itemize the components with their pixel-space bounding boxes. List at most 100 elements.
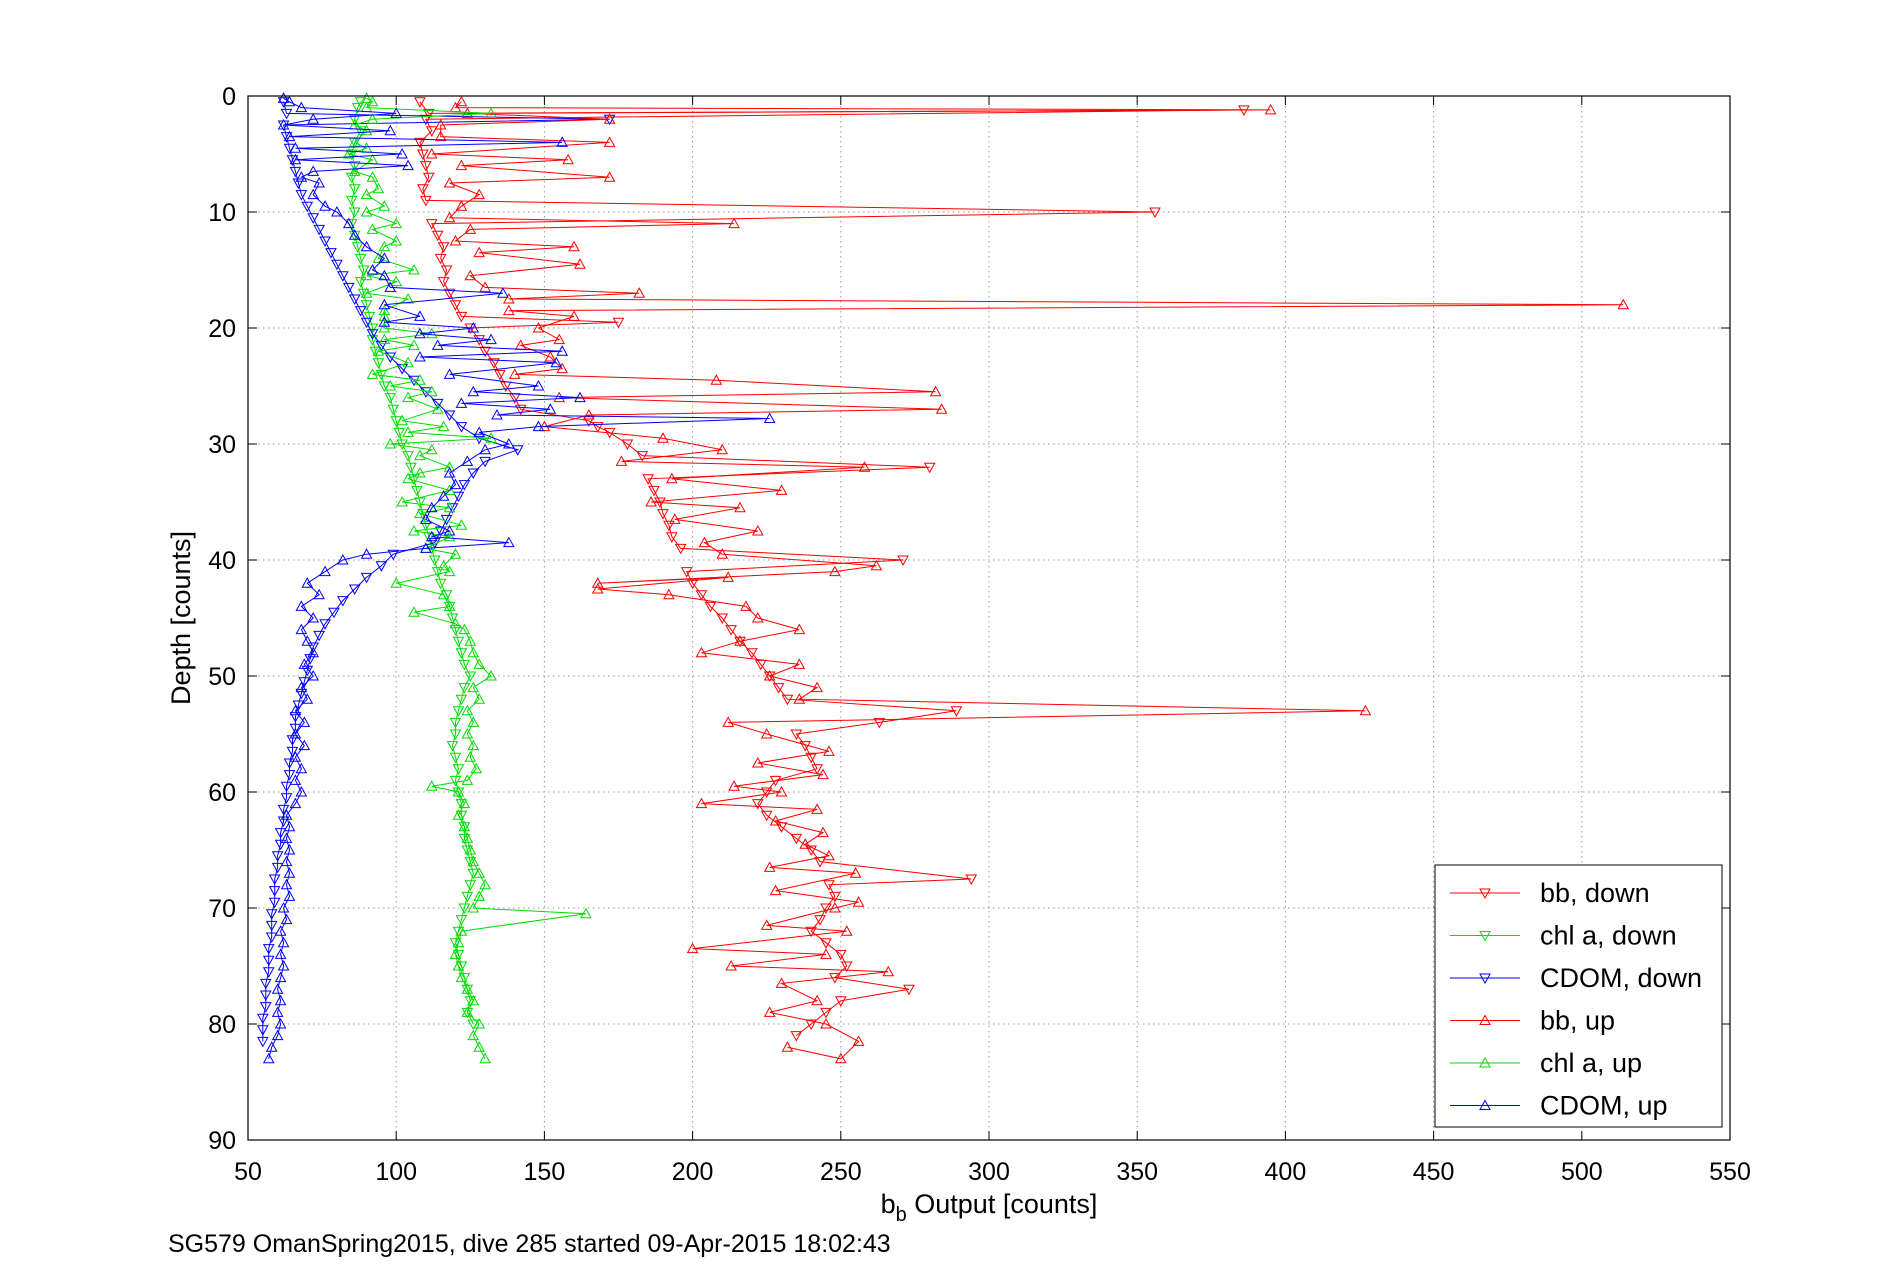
data-point: [298, 658, 311, 669]
data-point: [591, 577, 604, 588]
legend-box: [1434, 864, 1723, 1128]
data-point: [262, 955, 275, 967]
data-point: [511, 445, 524, 456]
data-point: [829, 891, 841, 903]
data-point: [301, 693, 314, 704]
data-point: [467, 739, 480, 751]
data-point: [452, 491, 465, 503]
data-point: [283, 770, 296, 781]
data-point: [728, 217, 740, 229]
data-point: [443, 410, 456, 422]
data-point: [751, 611, 764, 623]
data-point: [452, 936, 465, 948]
data-point: [799, 741, 812, 752]
data-point: [280, 832, 293, 843]
data-point: [434, 118, 447, 130]
data-point: [414, 97, 426, 108]
data-point: [419, 520, 432, 532]
data-point: [763, 861, 776, 872]
data-point: [283, 95, 296, 107]
series-layer: [256, 92, 1630, 1064]
data-point: [716, 443, 729, 455]
data-point: [491, 408, 503, 420]
data-point: [790, 833, 803, 845]
data-point: [280, 809, 293, 820]
data-point: [366, 113, 379, 124]
data-point: [434, 578, 447, 590]
data-point: [414, 137, 426, 149]
data-point: [695, 590, 708, 601]
data-point: [280, 913, 293, 925]
data-point: [384, 281, 397, 292]
data-point: [390, 275, 403, 287]
legend-marker: [1479, 1056, 1491, 1068]
data-point: [443, 600, 456, 611]
data-point: [378, 310, 391, 321]
data-point: [834, 1052, 847, 1064]
data-point: [422, 172, 435, 184]
data-point: [449, 717, 462, 729]
data-point: [414, 327, 426, 339]
data-point: [834, 949, 847, 961]
data-point: [431, 230, 444, 242]
data-point: [360, 92, 373, 103]
data-point: [378, 333, 391, 345]
data-point: [464, 751, 477, 762]
data-point: [437, 588, 450, 600]
data-point: [461, 1006, 474, 1017]
data-point: [283, 890, 296, 901]
data-point: [277, 804, 290, 816]
data-point: [544, 350, 557, 362]
data-point: [378, 240, 391, 252]
data-point: [769, 814, 782, 826]
data-point: [425, 501, 438, 513]
data-point: [425, 219, 438, 230]
data-point: [769, 884, 782, 896]
data-point: [342, 282, 355, 294]
data-point: [449, 617, 462, 629]
data-point: [458, 480, 471, 491]
data-point: [375, 340, 388, 352]
data-point: [704, 601, 717, 613]
data-point: [858, 461, 871, 472]
data-point: [417, 184, 429, 195]
data-point: [461, 455, 474, 466]
data-point: [805, 845, 818, 857]
x-tick-label: 500: [1561, 1158, 1603, 1186]
data-point: [443, 176, 456, 188]
data-point: [751, 799, 764, 810]
data-point: [443, 484, 456, 495]
y-tick-label: 40: [208, 547, 236, 575]
data-point: [467, 855, 480, 867]
data-point: [754, 659, 767, 671]
data-point: [666, 532, 678, 543]
data-point: [497, 287, 509, 298]
data-point: [390, 107, 403, 118]
data-point: [375, 561, 388, 572]
data-point: [319, 619, 331, 630]
data-point: [360, 188, 373, 200]
data-point: [452, 706, 465, 717]
data-point: [452, 636, 465, 648]
data-point: [464, 269, 477, 281]
data-point: [583, 408, 595, 420]
data-point: [259, 978, 272, 990]
data-point: [458, 683, 471, 694]
data-point: [648, 485, 660, 497]
data-point: [443, 501, 456, 513]
data-point: [823, 880, 835, 891]
data-point: [1359, 704, 1372, 716]
data-point: [455, 915, 468, 926]
data-point: [425, 147, 438, 159]
data-point: [268, 897, 281, 909]
data-point: [793, 623, 806, 635]
data-point: [414, 466, 426, 478]
data-point: [455, 648, 468, 659]
data-point: [348, 294, 361, 306]
data-point: [265, 909, 278, 920]
data-point: [402, 356, 414, 368]
data-point: [265, 1041, 278, 1052]
data-point: [488, 358, 500, 369]
data-point: [301, 201, 314, 213]
